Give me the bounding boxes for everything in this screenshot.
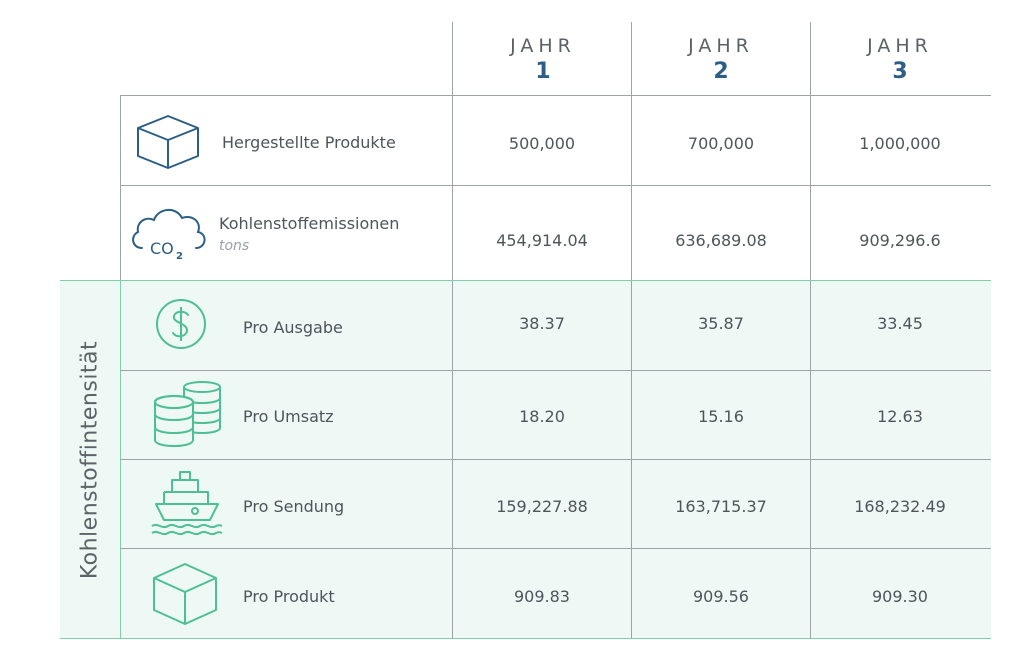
year-1-header: JAHR 1: [483, 35, 603, 84]
value-cell: 909.83: [514, 587, 570, 606]
year-word: JAHR: [510, 35, 576, 57]
value-cell: 159,227.88: [496, 497, 588, 516]
intensity-section-title: Kohlenstoffintensität: [77, 340, 103, 580]
value-cell: 35.87: [698, 314, 744, 333]
year-word: JAHR: [688, 35, 754, 57]
column-divider: [810, 22, 811, 638]
row-rule: [120, 548, 991, 549]
value-cell: 15.16: [698, 407, 744, 426]
value-cell: 1,000,000: [859, 134, 941, 153]
column-divider: [452, 22, 453, 638]
value-cell: 636,689.08: [675, 231, 767, 250]
value-cell: 38.37: [519, 314, 565, 333]
value-cell: 500,000: [508, 134, 576, 153]
row-label-pro-sendung: Pro Sendung: [243, 497, 345, 516]
year-number: 1: [535, 59, 551, 84]
svg-text:CO: CO: [150, 239, 174, 258]
year-3-header: JAHR 3: [840, 35, 960, 84]
value-cell: 454,914.04: [496, 231, 588, 250]
value-cell: 168,232.49: [854, 497, 946, 516]
value-cell: 12.63: [877, 407, 923, 426]
value-cell: 909.56: [693, 587, 749, 606]
column-divider: [631, 22, 632, 638]
coin-stack-icon: [154, 381, 221, 448]
row-rule: [120, 185, 991, 186]
section-rule: [60, 638, 991, 639]
year-2-header: JAHR 2: [661, 35, 781, 84]
co2-cloud-icon: CO 2: [132, 209, 206, 262]
year-number: 3: [892, 59, 908, 84]
section-rule: [60, 280, 991, 281]
header-rule: [120, 95, 991, 96]
svg-text:2: 2: [176, 251, 183, 262]
box-icon: [153, 563, 217, 625]
row-header-divider: [120, 95, 121, 280]
value-cell: 33.45: [877, 314, 923, 333]
row-label-emissions: Kohlenstoffemissionen: [219, 214, 400, 233]
dollar-coin-icon: [156, 299, 206, 349]
value-cell: 909,296.6: [859, 231, 941, 250]
row-label-pro-produkt: Pro Produkt: [243, 587, 335, 606]
ship-icon: [151, 471, 223, 536]
row-label-pro-ausgabe: Pro Ausgabe: [243, 318, 343, 337]
row-label-pro-umsatz: Pro Umsatz: [243, 407, 334, 426]
value-cell: 909.30: [872, 587, 928, 606]
box-icon: [137, 115, 199, 169]
value-cell: 163,715.37: [675, 497, 767, 516]
row-rule: [120, 459, 991, 460]
row-label-produced: Hergestellte Produkte: [222, 133, 396, 152]
value-cell: 700,000: [687, 134, 755, 153]
row-unit: tons: [219, 238, 250, 254]
year-word: JAHR: [867, 35, 933, 57]
row-rule: [120, 370, 991, 371]
year-number: 2: [713, 59, 729, 84]
value-cell: 18.20: [519, 407, 565, 426]
